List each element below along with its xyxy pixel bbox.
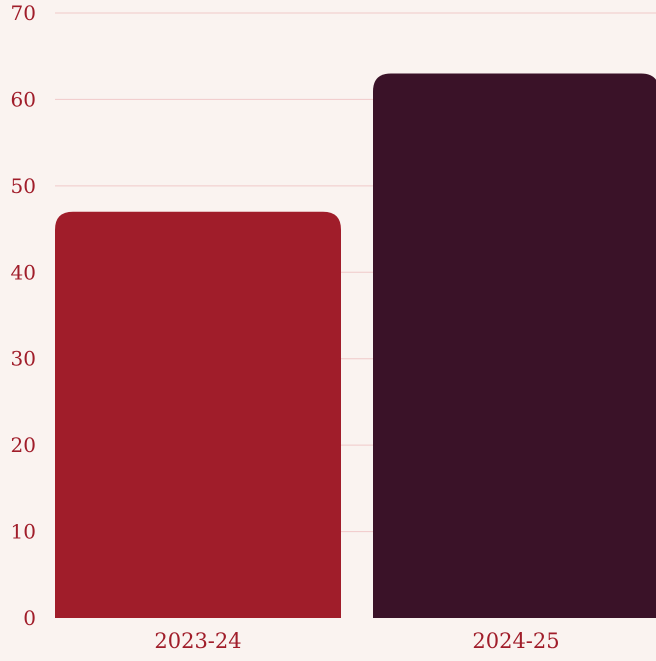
y-tick-label: 0 — [23, 606, 36, 630]
bars — [55, 73, 656, 619]
y-tick-label: 30 — [11, 347, 36, 371]
x-tick-label: 2024-25 — [472, 629, 559, 653]
y-tick-label: 10 — [11, 520, 36, 544]
y-tick-label: 70 — [11, 1, 36, 25]
bar-2024-25 — [373, 73, 656, 618]
x-axis-ticks: 2023-24 2024-25 — [154, 629, 559, 653]
y-tick-label: 20 — [11, 433, 36, 457]
y-axis-ticks: 0 10 20 30 40 50 60 70 — [11, 1, 36, 630]
y-tick-label: 40 — [11, 260, 36, 284]
bar-2023-24 — [55, 211, 341, 619]
x-tick-label: 2023-24 — [154, 629, 241, 653]
y-tick-label: 60 — [11, 87, 36, 111]
y-tick-label: 50 — [11, 174, 36, 198]
